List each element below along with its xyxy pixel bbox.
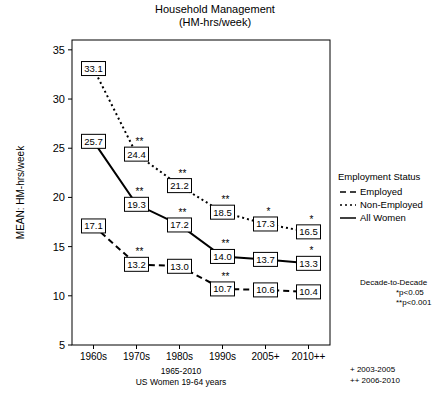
label-box <box>125 257 149 271</box>
series-line <box>94 69 309 232</box>
footnote: ++ 2006-2010 <box>350 376 400 385</box>
label-box <box>211 205 235 219</box>
x-tick-label: 1990s <box>209 351 236 362</box>
footnote: + 2003-2005 <box>350 365 396 374</box>
significance-marker: ** <box>136 186 144 197</box>
significance-marker: * <box>310 214 314 225</box>
legend-swatch <box>340 217 356 219</box>
data-label: 21.2 <box>170 180 189 191</box>
y-tick-label: 20 <box>53 191 65 203</box>
y-tick-label: 10 <box>53 290 65 302</box>
significance-marker: ** <box>222 271 230 282</box>
y-tick <box>68 99 72 100</box>
legend-swatch <box>340 204 356 206</box>
label-box <box>254 283 278 297</box>
series-line <box>94 141 309 263</box>
y-tick <box>68 295 72 296</box>
data-label: 14.0 <box>213 251 232 262</box>
annotation: Decade-to-Decade <box>360 278 428 287</box>
label-box <box>82 134 106 148</box>
label-box <box>168 218 192 232</box>
annotation: **p<0.001 <box>396 298 432 307</box>
y-tick-label: 30 <box>53 93 65 105</box>
plot-area <box>94 69 309 292</box>
y-tick <box>68 246 72 247</box>
chart: Household Management(HM-hrs/week) 5 10 15 20… <box>0 0 435 400</box>
y-tick <box>68 345 72 346</box>
data-label: 25.7 <box>84 136 103 147</box>
significance-marker: ** <box>179 168 187 179</box>
data-label: 24.4 <box>127 149 146 160</box>
data-label: 33.1 <box>84 63 103 74</box>
x-tick <box>179 345 180 349</box>
y-tick-label: 5 <box>59 339 65 351</box>
data-label: 10.6 <box>256 284 275 295</box>
x-axis-label: 1965-2010 <box>161 366 202 376</box>
label-box <box>297 225 321 239</box>
label-box <box>168 259 192 273</box>
significance-marker: ** <box>222 238 230 249</box>
x-tick <box>222 345 223 349</box>
data-label: 19.3 <box>127 199 146 210</box>
y-tick-label: 25 <box>53 142 65 154</box>
label-box <box>211 282 235 296</box>
x-tick-label: 1970s <box>123 351 150 362</box>
label-box <box>297 256 321 270</box>
x-axis-label: US Women 19-64 years <box>136 377 227 387</box>
y-tick <box>68 197 72 198</box>
significance-marker: * <box>310 245 314 256</box>
data-label: 13.0 <box>170 261 189 272</box>
subtitle: (HM-hrs/week) <box>179 16 251 28</box>
label-box <box>254 252 278 266</box>
significance-marker: ** <box>136 246 144 257</box>
data-label: 10.4 <box>299 286 318 297</box>
label-box <box>125 197 149 211</box>
legend-label: Employed <box>360 186 402 197</box>
x-tick-label: 2010++ <box>292 351 326 362</box>
label-box <box>82 62 106 76</box>
label-box <box>254 217 278 231</box>
x-tick-label: 2005+ <box>251 351 279 362</box>
data-label: 17.2 <box>170 219 189 230</box>
significance-marker: ** <box>222 194 230 205</box>
label-box <box>82 219 106 233</box>
x-tick <box>308 345 309 349</box>
data-label: 17.1 <box>84 220 103 231</box>
title: Household Management <box>155 3 275 15</box>
legend-label: Non-Employed <box>360 199 423 210</box>
data-label: 16.5 <box>299 226 318 237</box>
label-box <box>125 147 149 161</box>
label-box <box>168 179 192 193</box>
legend-title: Employment Status <box>338 171 421 182</box>
legend-swatch <box>340 191 356 193</box>
label-box <box>297 285 321 299</box>
data-label: 13.2 <box>127 259 146 270</box>
series-line <box>94 226 309 292</box>
x-tick <box>93 345 94 349</box>
annotation: *p<0.05 <box>396 288 424 297</box>
plot-frame <box>72 40 330 345</box>
y-tick <box>68 49 72 50</box>
x-tick <box>265 345 266 349</box>
data-label: 10.7 <box>213 283 232 294</box>
x-tick-label: 1960s <box>80 351 107 362</box>
legend-label: All Women <box>360 212 406 223</box>
significance-marker: ** <box>179 207 187 218</box>
data-label: 18.5 <box>213 207 232 218</box>
y-tick-label: 15 <box>53 241 65 253</box>
y-axis-label: MEAN: HM-hrs/week <box>15 145 26 239</box>
data-label: 13.7 <box>256 254 275 265</box>
data-label: 13.3 <box>299 258 318 269</box>
y-tick <box>68 148 72 149</box>
x-tick-label: 1980s <box>166 351 193 362</box>
x-tick <box>136 345 137 349</box>
y-tick-label: 35 <box>53 44 65 56</box>
significance-marker: * <box>267 206 271 217</box>
label-box <box>211 249 235 263</box>
significance-marker: ** <box>136 136 144 147</box>
data-labels: 17.113.2**13.010.7**10.610.433.124.4**21… <box>82 62 321 299</box>
data-label: 17.3 <box>256 218 275 229</box>
